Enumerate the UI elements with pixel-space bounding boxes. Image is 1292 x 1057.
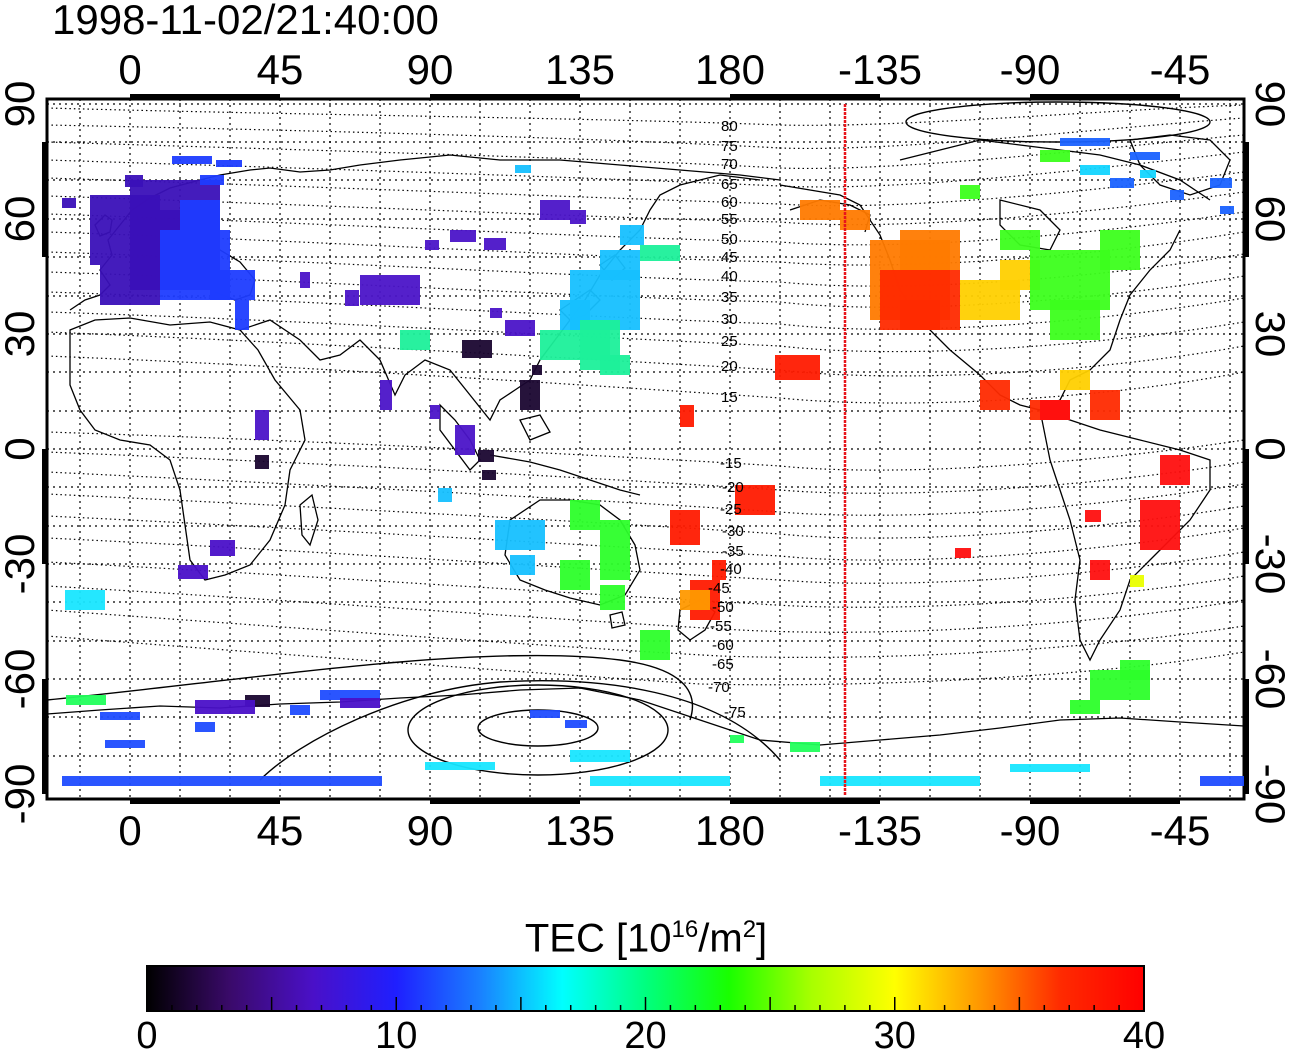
contour-label-south-11: -70 xyxy=(708,679,730,696)
patch-antarctica-cyan xyxy=(65,590,1090,786)
contour-label-north-4: 60 xyxy=(721,194,738,211)
contour-label-south-3: -30 xyxy=(722,523,744,540)
patch-north-america-green xyxy=(960,150,1140,340)
tec-data-patches xyxy=(62,138,1244,786)
contour-label-north-2: 70 xyxy=(721,156,738,173)
magnetic-pole-contours xyxy=(47,101,1211,781)
contour-label-north-0: 80 xyxy=(721,118,738,135)
contour-label-north-5: 55 xyxy=(721,211,738,228)
contour-label-north-3: 65 xyxy=(721,176,738,193)
colorbar-tick-0: 0 xyxy=(136,1015,158,1057)
longitude-labels-top: 0 45 90 135 180 -135 -90 -45 xyxy=(118,46,1210,93)
contour-label-south-0: -15 xyxy=(720,455,742,472)
patch-north-america-red xyxy=(880,270,1120,420)
patch-east-asia-green xyxy=(400,245,680,375)
lon-tick-top-0: 0 xyxy=(118,46,141,93)
lon-tick-top-7: -45 xyxy=(1150,46,1211,93)
contour-label-south-2: -25 xyxy=(720,501,742,518)
contour-label-north-11: 25 xyxy=(721,333,738,350)
colorbar-tick-1: 10 xyxy=(375,1015,418,1057)
colorbar-minor-ticks xyxy=(171,997,1120,1011)
lon-tick-bottom-5: -135 xyxy=(838,807,922,854)
contour-label-south-7: -50 xyxy=(712,599,734,616)
contour-label-south-5: -40 xyxy=(720,561,742,578)
longitude-labels-bottom: 0 45 90 135 180 -135 -90 -45 xyxy=(118,807,1210,854)
patch-antarctica-purple xyxy=(178,540,380,714)
colorbar-tick-2: 20 xyxy=(624,1015,667,1057)
lon-tick-top-6: -90 xyxy=(1000,46,1061,93)
contour-label-south-9: -60 xyxy=(712,637,734,654)
contour-label-north-12: 20 xyxy=(721,358,738,375)
contour-label-south-6: -45 xyxy=(708,580,730,597)
lon-tick-top-3: 135 xyxy=(545,46,615,93)
contour-label-north-6: 50 xyxy=(721,231,738,248)
colorbar-tick-3: 30 xyxy=(873,1015,916,1057)
lon-tick-bottom-1: 45 xyxy=(257,807,304,854)
latitude-labels-right: 90 60 30 0 -30 -60 -90 xyxy=(1247,81,1292,825)
colorbar xyxy=(146,965,1145,1012)
lon-tick-bottom-0: 0 xyxy=(118,807,141,854)
lat-tick-right-4: -30 xyxy=(1247,534,1292,595)
lon-tick-top-5: -135 xyxy=(838,46,922,93)
lat-tick-left-2: 30 xyxy=(0,311,43,358)
lat-tick-left-5: -60 xyxy=(0,649,43,710)
contour-label-north-10: 30 xyxy=(721,311,738,328)
latitude-labels-left: 90 60 30 0 -30 -60 -90 xyxy=(0,81,43,825)
map-plot-area xyxy=(45,97,1246,801)
patch-south-america-yellow xyxy=(1130,575,1144,587)
patch-arctic-cyan xyxy=(1080,165,1156,178)
map-title: 1998-11-02/21:40:00 xyxy=(52,0,439,43)
patch-arctic-blue xyxy=(1060,138,1234,214)
lat-tick-left-0: 90 xyxy=(0,81,43,128)
lat-tick-right-1: 60 xyxy=(1247,196,1292,243)
contour-label-north-1: 75 xyxy=(721,138,738,155)
lat-tick-left-6: -90 xyxy=(0,764,43,825)
patch-europe-blue xyxy=(160,156,255,330)
tec-map: 8075706560555045403530252015-15-20-25-30… xyxy=(0,46,1292,854)
patch-south-america-red xyxy=(955,400,1190,580)
patch-australia-green xyxy=(560,500,670,660)
patch-north-america-yellow xyxy=(960,260,1090,390)
patch-australia xyxy=(438,488,545,575)
contour-label-south-12: -75 xyxy=(724,704,746,721)
lon-tick-bottom-4: 180 xyxy=(695,807,765,854)
contour-label-north-7: 45 xyxy=(721,249,738,266)
contour-label-south-10: -65 xyxy=(712,656,734,673)
patch-patagonia-green xyxy=(1070,660,1150,714)
lon-tick-bottom-6: -90 xyxy=(1000,807,1061,854)
contour-label-north-9: 35 xyxy=(721,289,738,306)
patch-pacific-orange xyxy=(680,590,710,610)
patch-antarctica-blue xyxy=(62,690,1244,786)
lat-tick-right-3: 0 xyxy=(1247,437,1292,460)
lon-tick-bottom-2: 90 xyxy=(407,807,454,854)
lat-tick-right-6: -90 xyxy=(1247,764,1292,825)
lon-tick-bottom-7: -45 xyxy=(1150,807,1211,854)
lat-tick-right-2: 30 xyxy=(1247,311,1292,358)
patch-antarctica-green xyxy=(66,695,820,752)
lat-tick-left-1: 60 xyxy=(0,196,43,243)
lon-tick-top-1: 45 xyxy=(257,46,304,93)
lon-tick-bottom-3: 135 xyxy=(545,807,615,854)
contour-label-south-4: -35 xyxy=(722,543,744,560)
lat-tick-left-3: 0 xyxy=(0,437,43,460)
contour-label-north-8: 40 xyxy=(721,268,738,285)
colorbar-tick-4: 40 xyxy=(1122,1015,1166,1057)
lat-tick-right-5: -60 xyxy=(1247,649,1292,710)
colorbar-title: TEC [1016/m2] xyxy=(524,916,768,961)
lat-tick-right-0: 90 xyxy=(1247,81,1292,128)
lon-tick-top-4: 180 xyxy=(695,46,765,93)
contour-label-south-8: -55 xyxy=(710,618,732,635)
patch-asia-purple xyxy=(255,200,586,455)
magnetic-latitude-contours xyxy=(47,104,1244,686)
frame-ticks xyxy=(42,94,1249,804)
contour-label-south-1: -20 xyxy=(722,479,744,496)
lon-tick-top-2: 90 xyxy=(407,46,454,93)
contour-label-north-13: 15 xyxy=(721,389,738,406)
lat-tick-left-4: -30 xyxy=(0,534,43,595)
